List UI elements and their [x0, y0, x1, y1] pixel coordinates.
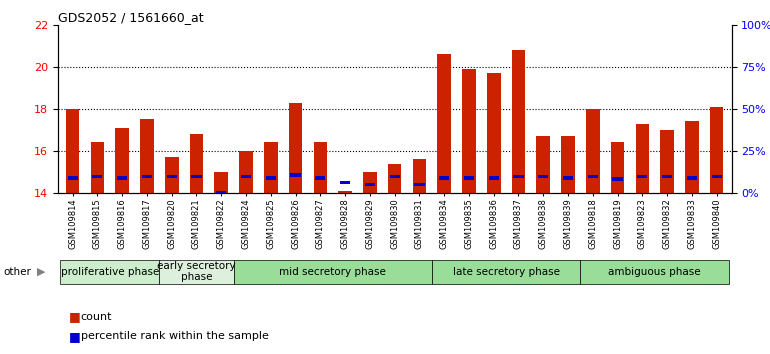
Bar: [116, 128, 129, 193]
Bar: [487, 73, 500, 193]
Bar: [437, 54, 451, 193]
Bar: [588, 175, 598, 178]
Bar: [685, 121, 698, 193]
Bar: [661, 130, 674, 193]
Bar: [92, 175, 102, 178]
Bar: [159, 260, 233, 284]
Text: GDS2052 / 1561660_at: GDS2052 / 1561660_at: [58, 11, 203, 24]
Bar: [214, 172, 228, 193]
Bar: [586, 109, 600, 193]
Text: ■: ■: [69, 310, 81, 323]
Text: late secretory phase: late secretory phase: [453, 267, 560, 277]
Bar: [711, 175, 721, 178]
Bar: [340, 181, 350, 184]
Text: count: count: [81, 312, 112, 322]
Text: mid secretory phase: mid secretory phase: [280, 267, 386, 277]
Bar: [687, 176, 697, 180]
Bar: [65, 109, 79, 193]
Bar: [365, 183, 375, 187]
Bar: [413, 159, 427, 193]
Text: ▶: ▶: [37, 267, 45, 277]
Bar: [432, 260, 581, 284]
Bar: [140, 119, 154, 193]
Bar: [514, 175, 524, 178]
Bar: [315, 176, 326, 180]
Text: other: other: [4, 267, 32, 277]
Bar: [612, 177, 623, 181]
Bar: [611, 143, 624, 193]
Bar: [563, 176, 573, 180]
Bar: [290, 173, 300, 177]
Bar: [91, 143, 104, 193]
Bar: [166, 175, 177, 178]
Bar: [390, 175, 400, 178]
Bar: [363, 172, 377, 193]
Bar: [68, 176, 78, 180]
Bar: [189, 134, 203, 193]
Bar: [561, 136, 575, 193]
Bar: [388, 164, 401, 193]
Bar: [60, 260, 159, 284]
Bar: [638, 175, 648, 178]
Bar: [635, 124, 649, 193]
Bar: [264, 143, 278, 193]
Bar: [537, 136, 550, 193]
Bar: [662, 175, 672, 178]
Bar: [338, 191, 352, 193]
Bar: [581, 260, 729, 284]
Bar: [439, 176, 449, 180]
Bar: [489, 176, 499, 180]
Bar: [239, 151, 253, 193]
Bar: [216, 191, 226, 195]
Bar: [710, 107, 724, 193]
Bar: [233, 260, 432, 284]
Text: early secretory
phase: early secretory phase: [157, 261, 236, 282]
Bar: [289, 103, 303, 193]
Bar: [464, 176, 474, 180]
Text: proliferative phase: proliferative phase: [61, 267, 159, 277]
Bar: [142, 175, 152, 178]
Bar: [538, 175, 548, 178]
Bar: [117, 176, 127, 180]
Bar: [414, 183, 424, 187]
Bar: [165, 157, 179, 193]
Bar: [511, 50, 525, 193]
Bar: [192, 175, 202, 178]
Text: percentile rank within the sample: percentile rank within the sample: [81, 331, 269, 341]
Bar: [266, 176, 276, 180]
Bar: [462, 69, 476, 193]
Text: ambiguous phase: ambiguous phase: [608, 267, 701, 277]
Bar: [313, 143, 327, 193]
Bar: [241, 175, 251, 178]
Text: ■: ■: [69, 330, 81, 343]
